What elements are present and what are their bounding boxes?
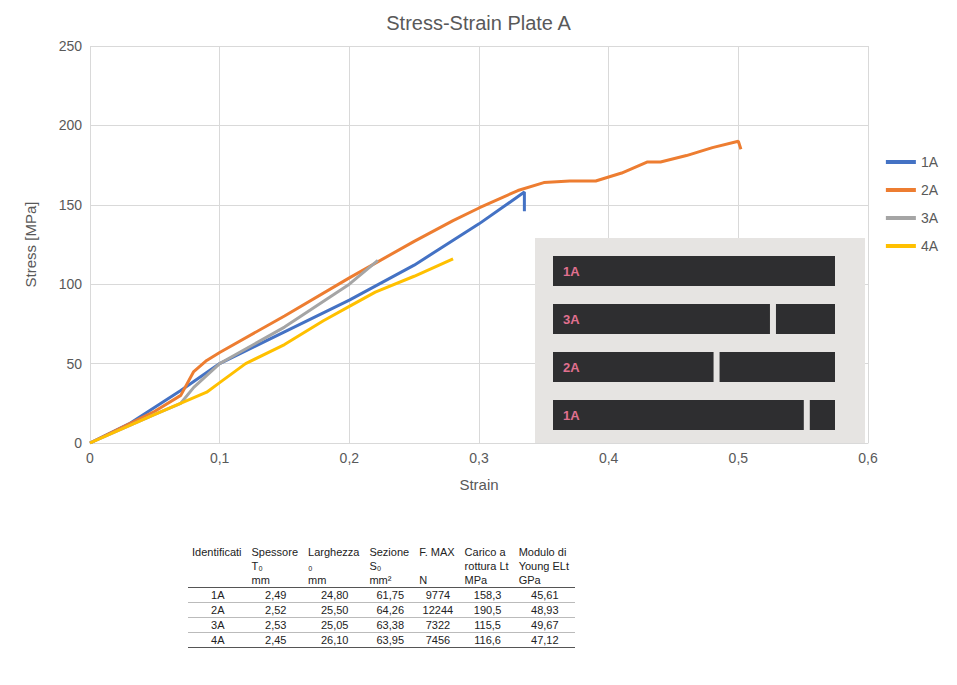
svg-text:0: 0 <box>74 435 82 451</box>
svg-text:Strain: Strain <box>459 476 498 493</box>
html-text:mm: mm <box>308 574 327 586</box>
html-text:2,49: 2,49 <box>265 589 287 601</box>
html-text:mm²: mm² <box>369 574 392 586</box>
html-text:158,3: 158,3 <box>473 589 502 601</box>
html-text:7322: 7322 <box>425 619 451 631</box>
html-text:3A: 3A <box>211 619 225 631</box>
html-text:Young ELt: Young ELt <box>518 560 569 572</box>
html-text:116,6: 116,6 <box>474 634 501 646</box>
html-text:7456: 7456 <box>425 634 451 646</box>
html-text:2,53: 2,53 <box>265 619 287 631</box>
html-text:2,45: 2,45 <box>265 634 287 646</box>
html-text:64,26: 64,26 <box>376 604 404 616</box>
svg-text:3A: 3A <box>921 210 939 226</box>
html-text:Sezione: Sezione <box>369 546 410 558</box>
svg-text:250: 250 <box>59 38 83 54</box>
svg-text:1A: 1A <box>563 408 580 423</box>
html-text:190,5: 190,5 <box>473 604 502 616</box>
html-text:Spessore: Spessore <box>251 546 298 558</box>
svg-text:100: 100 <box>59 276 83 292</box>
html-text:61,75: 61,75 <box>376 589 404 601</box>
svg-text:4A: 4A <box>921 238 939 254</box>
svg-text:200: 200 <box>59 117 83 133</box>
html-text:1A: 1A <box>211 589 225 601</box>
html-text:₀: ₀ <box>308 560 313 572</box>
html-text:9774: 9774 <box>425 589 451 601</box>
svg-text:3A: 3A <box>563 312 580 327</box>
html-text:N: N <box>419 574 428 586</box>
svg-text:0,3: 0,3 <box>469 450 489 466</box>
svg-text:0,2: 0,2 <box>340 450 360 466</box>
html-text:26,10: 26,10 <box>320 634 349 646</box>
svg-text:0,1: 0,1 <box>210 450 230 466</box>
svg-text:Stress-Strain Plate A: Stress-Strain Plate A <box>386 12 571 34</box>
svg-text:50: 50 <box>66 356 82 372</box>
html-text:12244: 12244 <box>422 604 454 616</box>
html-text:T₀: T₀ <box>251 560 263 572</box>
svg-text:2A: 2A <box>563 360 580 375</box>
html-text:GPa: GPa <box>518 574 541 586</box>
html-text:Carico a: Carico a <box>464 546 506 558</box>
svg-text:1A: 1A <box>563 264 580 279</box>
html-text:Larghezza: Larghezza <box>308 546 360 558</box>
html-text:63,38: 63,38 <box>376 619 404 631</box>
html-text:S₀: S₀ <box>369 560 382 572</box>
html-text:115,5: 115,5 <box>474 619 501 631</box>
html-text:rottura Lt: rottura Lt <box>464 560 509 572</box>
html-text:25,05: 25,05 <box>320 619 349 631</box>
svg-text:0,5: 0,5 <box>729 450 749 466</box>
html-text:25,50: 25,50 <box>320 604 349 616</box>
html-text:2A: 2A <box>211 604 225 616</box>
html-text:2,52: 2,52 <box>265 604 287 616</box>
html-text:MPa: MPa <box>464 574 488 586</box>
svg-text:0,6: 0,6 <box>858 450 878 466</box>
svg-text:150: 150 <box>59 197 83 213</box>
svg-text:0,4: 0,4 <box>599 450 619 466</box>
html-text:4A: 4A <box>211 634 225 646</box>
html-text:F. MAX: F. MAX <box>419 546 455 558</box>
html-text:Identificati: Identificati <box>192 546 242 558</box>
html-text:63,95: 63,95 <box>376 634 404 646</box>
html-text:Modulo di: Modulo di <box>518 546 567 558</box>
svg-text:2A: 2A <box>921 182 939 198</box>
svg-text:0: 0 <box>86 450 94 466</box>
html-text:49,67: 49,67 <box>531 619 559 631</box>
svg-text:Stress [MPa]: Stress [MPa] <box>22 202 39 288</box>
svg-text:1A: 1A <box>921 154 939 170</box>
html-text:24,80: 24,80 <box>320 589 349 601</box>
html-text:47,12: 47,12 <box>531 634 559 646</box>
html-text:mm: mm <box>251 574 270 586</box>
html-text:45,61: 45,61 <box>531 589 559 601</box>
html-text:48,93: 48,93 <box>531 604 559 616</box>
